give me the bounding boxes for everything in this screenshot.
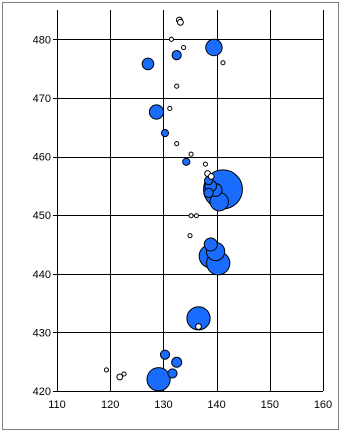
bubble-point — [159, 349, 171, 360]
bubble-point — [220, 60, 226, 66]
bubble-point — [203, 187, 214, 198]
bubble-point — [193, 213, 199, 219]
grid — [53, 10, 324, 392]
bubble-point — [187, 233, 193, 239]
bubble-point — [182, 157, 191, 166]
bubble-point — [177, 18, 184, 26]
y-axis-ticks: 420 430 440 450 460 470 480 — [33, 34, 51, 398]
bubble-point — [171, 356, 183, 368]
bubble-point — [203, 237, 218, 252]
y-tick-label: 480 — [33, 34, 51, 46]
x-tick-label: 150 — [261, 399, 279, 411]
bubble-point — [146, 367, 171, 392]
y-tick-label: 460 — [33, 152, 51, 164]
bubble-point — [168, 36, 174, 42]
y-tick-label: 420 — [33, 386, 51, 398]
y-tick-label: 450 — [33, 210, 51, 222]
bubble-point — [167, 105, 173, 112]
bubble-point — [205, 38, 223, 57]
bubble-point — [181, 44, 187, 51]
x-tick-label: 140 — [207, 399, 225, 411]
bubble-point — [103, 367, 110, 373]
bubble-point — [202, 161, 208, 167]
x-tick-label: 160 — [314, 399, 332, 411]
y-tick-label: 440 — [33, 269, 51, 281]
bubble-point — [116, 373, 124, 381]
bubble-point — [207, 173, 215, 180]
y-tick-label: 470 — [33, 93, 51, 105]
bubble-point — [195, 323, 202, 330]
x-tick-label: 130 — [154, 399, 172, 411]
bubble-point — [167, 368, 178, 379]
x-tick-label: 120 — [101, 399, 119, 411]
bubble-point — [188, 213, 194, 219]
bubble-point — [188, 151, 194, 157]
y-tick-label: 430 — [33, 327, 51, 339]
x-tick-label: 110 — [48, 399, 66, 411]
bubble-point — [141, 57, 155, 71]
bubble-point — [160, 129, 170, 138]
bubble-point — [148, 104, 165, 120]
bubbles — [103, 16, 243, 392]
bubble-point — [174, 83, 180, 89]
bubble-point — [121, 371, 127, 377]
bubble-point — [171, 50, 182, 61]
x-axis-ticks: 110 120 130 140 150 160 — [48, 399, 332, 411]
bubble-point — [174, 141, 180, 147]
